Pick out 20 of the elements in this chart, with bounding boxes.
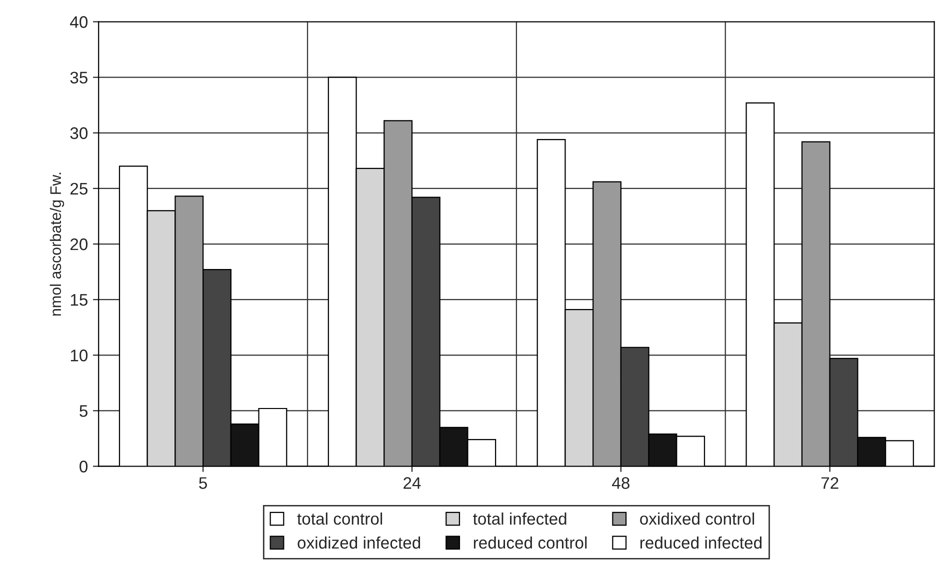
y-axis-title: nmol ascorbate/g Fw. — [50, 172, 64, 316]
y-tick-label: 10 — [70, 350, 88, 362]
legend-label: total infected — [473, 512, 566, 525]
x-tick-label: 72 — [821, 477, 838, 489]
x-tick-label: 5 — [199, 477, 207, 489]
x-tick-label: 24 — [404, 477, 421, 489]
legend-label: oxidized infected — [298, 536, 420, 549]
y-tick-label: 30 — [70, 127, 88, 140]
y-tick-label: 0 — [80, 460, 88, 472]
x-tick-label: 48 — [612, 477, 630, 489]
legend-label: total control — [297, 512, 382, 525]
y-tick-label: 25 — [70, 182, 88, 195]
y-tick-label: 35 — [70, 72, 88, 84]
y-tick-label: 15 — [70, 294, 88, 306]
y-tick-label: 40 — [70, 16, 88, 28]
y-tick-label: 20 — [70, 238, 88, 250]
legend-label: reduced infected — [640, 536, 762, 549]
legend-label: oxidixed control — [640, 512, 754, 525]
y-tick-label: 5 — [80, 405, 88, 417]
legend-label: reduced control — [474, 536, 587, 549]
